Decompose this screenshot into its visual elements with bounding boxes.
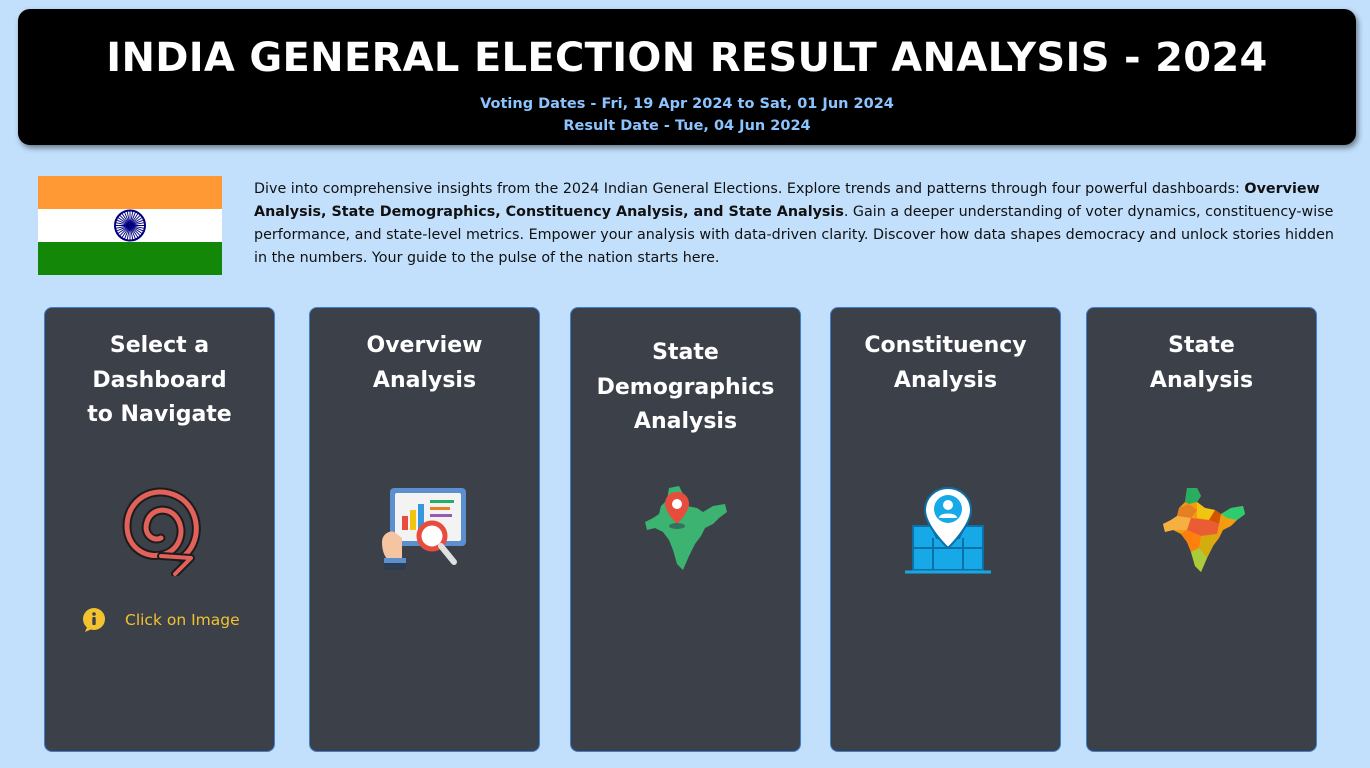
card-title-line: Analysis <box>633 409 738 434</box>
location-person-icon[interactable] <box>903 484 993 574</box>
card-title-line: State <box>1168 333 1235 358</box>
intro-text-end: . Gain a deeper understanding of voter d… <box>254 204 1334 266</box>
voting-dates: Voting Dates - Fri, 19 Apr 2024 to Sat, … <box>480 96 894 112</box>
click-hint: Click on Image <box>81 607 240 633</box>
card-select-dashboard: Select a Dashboard to Navigate Click on … <box>44 307 275 752</box>
india-flag-icon <box>38 176 222 275</box>
card-title-overview: Overview Analysis <box>316 329 533 398</box>
spiral-arrow-icon[interactable] <box>117 486 207 576</box>
card-title-line: Analysis <box>372 367 477 393</box>
card-title-constituency: Constituency Analysis <box>837 329 1054 398</box>
card-state-demographics-analysis[interactable]: State Demographics Analysis <box>570 307 801 752</box>
india-states-map-icon[interactable] <box>1157 486 1247 576</box>
card-title-select: Select a Dashboard to Navigate <box>51 329 268 433</box>
card-title-line: Constituency <box>864 333 1027 358</box>
hint-text: Click on Image <box>125 611 240 629</box>
card-state-analysis[interactable]: State Analysis <box>1086 307 1317 752</box>
page-title: INDIA GENERAL ELECTION RESULT ANALYSIS -… <box>106 35 1268 81</box>
card-title-line: Demographics <box>596 374 775 400</box>
info-icon <box>83 608 105 632</box>
card-title-line: Select a <box>109 333 210 358</box>
card-title-demographics: State Demographics Analysis <box>577 336 794 440</box>
card-title-line: to Navigate <box>87 402 232 427</box>
card-title-state: State Analysis <box>1093 329 1310 398</box>
card-title-line: Overview <box>366 333 483 358</box>
card-overview-analysis[interactable]: Overview Analysis <box>309 307 540 752</box>
card-title-line: Analysis <box>1149 367 1254 393</box>
result-date: Result Date - Tue, 04 Jun 2024 <box>563 118 811 134</box>
india-map-pin-icon[interactable] <box>639 484 729 574</box>
intro-dashboards-list: Overview Analysis, State Demographics, C… <box>254 181 1320 220</box>
intro-paragraph: Dive into comprehensive insights from th… <box>254 178 1344 270</box>
card-title-line: Analysis <box>893 367 998 393</box>
card-title-line: Dashboard <box>92 367 227 393</box>
intro-text-start: Dive into comprehensive insights from th… <box>254 181 1245 197</box>
card-title-line: State <box>652 340 719 365</box>
report-magnifier-icon[interactable] <box>380 484 470 574</box>
card-constituency-analysis[interactable]: Constituency Analysis <box>830 307 1061 752</box>
header-banner: INDIA GENERAL ELECTION RESULT ANALYSIS -… <box>18 9 1356 145</box>
